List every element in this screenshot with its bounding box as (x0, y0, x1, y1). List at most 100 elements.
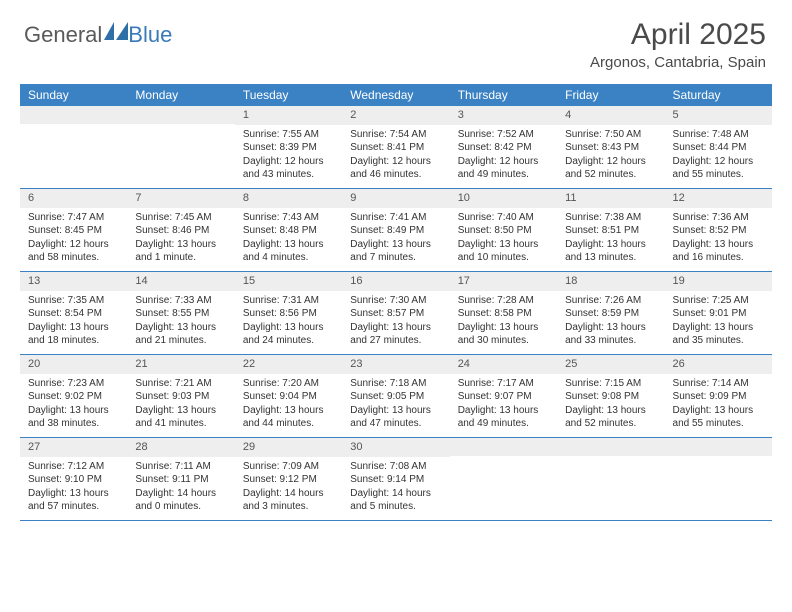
daylight-line: Daylight: 13 hours and 16 minutes. (673, 238, 764, 265)
logo-sail-icon (104, 22, 128, 40)
day-content: Sunrise: 7:09 AMSunset: 9:12 PMDaylight:… (235, 457, 342, 520)
day-content: Sunrise: 7:40 AMSunset: 8:50 PMDaylight:… (450, 208, 557, 271)
calendar-day-cell: 20Sunrise: 7:23 AMSunset: 9:02 PMDayligh… (20, 355, 127, 437)
day-content: Sunrise: 7:23 AMSunset: 9:02 PMDaylight:… (20, 374, 127, 437)
sunset-line: Sunset: 8:55 PM (135, 307, 226, 321)
day-content: Sunrise: 7:52 AMSunset: 8:42 PMDaylight:… (450, 125, 557, 188)
day-content: Sunrise: 7:14 AMSunset: 9:09 PMDaylight:… (665, 374, 772, 437)
daylight-line: Daylight: 12 hours and 43 minutes. (243, 155, 334, 182)
sunrise-line: Sunrise: 7:14 AM (673, 377, 764, 391)
calendar-week: 20Sunrise: 7:23 AMSunset: 9:02 PMDayligh… (20, 355, 772, 438)
sunset-line: Sunset: 9:03 PM (135, 390, 226, 404)
day-number: 20 (20, 355, 127, 374)
day-content: Sunrise: 7:47 AMSunset: 8:45 PMDaylight:… (20, 208, 127, 271)
daylight-line: Daylight: 13 hours and 1 minute. (135, 238, 226, 265)
daylight-line: Daylight: 13 hours and 21 minutes. (135, 321, 226, 348)
calendar-day-cell: 9Sunrise: 7:41 AMSunset: 8:49 PMDaylight… (342, 189, 449, 271)
day-content: Sunrise: 7:50 AMSunset: 8:43 PMDaylight:… (557, 125, 664, 188)
day-number: 12 (665, 189, 772, 208)
calendar-empty-cell (557, 438, 664, 520)
day-number: 18 (557, 272, 664, 291)
daylight-line: Daylight: 14 hours and 3 minutes. (243, 487, 334, 514)
sunset-line: Sunset: 9:04 PM (243, 390, 334, 404)
daylight-line: Daylight: 13 hours and 13 minutes. (565, 238, 656, 265)
daylight-line: Daylight: 12 hours and 49 minutes. (458, 155, 549, 182)
daylight-line: Daylight: 13 hours and 47 minutes. (350, 404, 441, 431)
calendar-empty-cell (450, 438, 557, 520)
day-number (557, 438, 664, 456)
calendar-day-cell: 30Sunrise: 7:08 AMSunset: 9:14 PMDayligh… (342, 438, 449, 520)
day-number: 9 (342, 189, 449, 208)
day-number: 14 (127, 272, 234, 291)
daylight-line: Daylight: 12 hours and 58 minutes. (28, 238, 119, 265)
daylight-line: Daylight: 12 hours and 46 minutes. (350, 155, 441, 182)
day-content: Sunrise: 7:21 AMSunset: 9:03 PMDaylight:… (127, 374, 234, 437)
day-number: 26 (665, 355, 772, 374)
calendar-day-cell: 28Sunrise: 7:11 AMSunset: 9:11 PMDayligh… (127, 438, 234, 520)
day-number: 17 (450, 272, 557, 291)
calendar-day-cell: 27 Sunrise: 7:12 AMSunset: 9:10 PMDayligh… (20, 438, 127, 520)
day-content: Sunrise: 7:28 AMSunset: 8:58 PMDaylight:… (450, 291, 557, 354)
daylight-line: Daylight: 13 hours and 55 minutes. (673, 404, 764, 431)
sunrise-line: Sunrise: 7:28 AM (458, 294, 549, 308)
calendar-day-cell: 26Sunrise: 7:14 AMSunset: 9:09 PMDayligh… (665, 355, 772, 437)
sunrise-line: Sunrise: 7:11 AM (135, 460, 226, 474)
day-number: 1 (235, 106, 342, 125)
sunrise-line: Sunrise: 7:43 AM (243, 211, 334, 225)
sunset-line: Sunset: 8:50 PM (458, 224, 549, 238)
sunset-line: Sunset: 8:43 PM (565, 141, 656, 155)
day-number: 3 (450, 106, 557, 125)
day-number: 13 (20, 272, 127, 291)
sunrise-line: Sunrise: 7:25 AM (673, 294, 764, 308)
sunset-line: Sunset: 8:39 PM (243, 141, 334, 155)
daylight-line: Daylight: 13 hours and 18 minutes. (28, 321, 119, 348)
sunrise-line: Sunrise: 7:26 AM (565, 294, 656, 308)
day-number: 15 (235, 272, 342, 291)
logo-text-blue: Blue (128, 22, 172, 48)
daylight-line: Daylight: 13 hours and 27 minutes. (350, 321, 441, 348)
day-number: 16 (342, 272, 449, 291)
day-content: Sunrise: 7:26 AMSunset: 8:59 PMDaylight:… (557, 291, 664, 354)
daylight-line: Daylight: 13 hours and 57 minutes. (28, 487, 119, 514)
sunrise-line: Sunrise: 7:35 AM (28, 294, 119, 308)
weekday-header: Sunday (20, 84, 127, 106)
calendar-day-cell: 24Sunrise: 7:17 AMSunset: 9:07 PMDayligh… (450, 355, 557, 437)
calendar-day-cell: 6Sunrise: 7:47 AMSunset: 8:45 PMDaylight… (20, 189, 127, 271)
sunrise-line: Sunrise: 7:40 AM (458, 211, 549, 225)
calendar-day-cell: 18Sunrise: 7:26 AMSunset: 8:59 PMDayligh… (557, 272, 664, 354)
day-number (450, 438, 557, 456)
sunrise-line: Sunrise: 7:45 AM (135, 211, 226, 225)
calendar-day-cell: 22Sunrise: 7:20 AMSunset: 9:04 PMDayligh… (235, 355, 342, 437)
day-content: Sunrise: 7:54 AMSunset: 8:41 PMDaylight:… (342, 125, 449, 188)
day-content: Sunrise: 7:08 AMSunset: 9:14 PMDaylight:… (342, 457, 449, 520)
sunrise-line: Sunrise: 7:08 AM (350, 460, 441, 474)
day-content: Sunrise: 7:35 AMSunset: 8:54 PMDaylight:… (20, 291, 127, 354)
day-content: Sunrise: 7:36 AMSunset: 8:52 PMDaylight:… (665, 208, 772, 271)
day-content: Sunrise: 7:15 AMSunset: 9:08 PMDaylight:… (557, 374, 664, 437)
daylight-line: Daylight: 13 hours and 38 minutes. (28, 404, 119, 431)
day-number: 29 (235, 438, 342, 457)
calendar-day-cell: 17Sunrise: 7:28 AMSunset: 8:58 PMDayligh… (450, 272, 557, 354)
calendar-empty-cell (665, 438, 772, 520)
sunrise-line: Sunrise: 7:15 AM (565, 377, 656, 391)
day-number: 8 (235, 189, 342, 208)
sunrise-line: Sunrise: 7:30 AM (350, 294, 441, 308)
day-number: 21 (127, 355, 234, 374)
daylight-line: Daylight: 14 hours and 5 minutes. (350, 487, 441, 514)
day-number: 27 (20, 438, 127, 457)
calendar-day-cell: 3Sunrise: 7:52 AMSunset: 8:42 PMDaylight… (450, 106, 557, 188)
calendar-day-cell: 4Sunrise: 7:50 AMSunset: 8:43 PMDaylight… (557, 106, 664, 188)
sunset-line: Sunset: 9:12 PM (243, 473, 334, 487)
sunrise-line: Sunrise: 7:52 AM (458, 128, 549, 142)
calendar-day-cell: 1Sunrise: 7:55 AMSunset: 8:39 PMDaylight… (235, 106, 342, 188)
sunrise-line: Sunrise: 7:48 AM (673, 128, 764, 142)
sunset-line: Sunset: 9:14 PM (350, 473, 441, 487)
day-number: 19 (665, 272, 772, 291)
calendar-day-cell: 11Sunrise: 7:38 AMSunset: 8:51 PMDayligh… (557, 189, 664, 271)
sunset-line: Sunset: 8:49 PM (350, 224, 441, 238)
sunrise-line: Sunrise: 7:12 AM (28, 460, 119, 474)
sunset-line: Sunset: 8:42 PM (458, 141, 549, 155)
sunset-line: Sunset: 9:10 PM (28, 473, 119, 487)
calendar-week: 1Sunrise: 7:55 AMSunset: 8:39 PMDaylight… (20, 106, 772, 189)
sunset-line: Sunset: 8:41 PM (350, 141, 441, 155)
